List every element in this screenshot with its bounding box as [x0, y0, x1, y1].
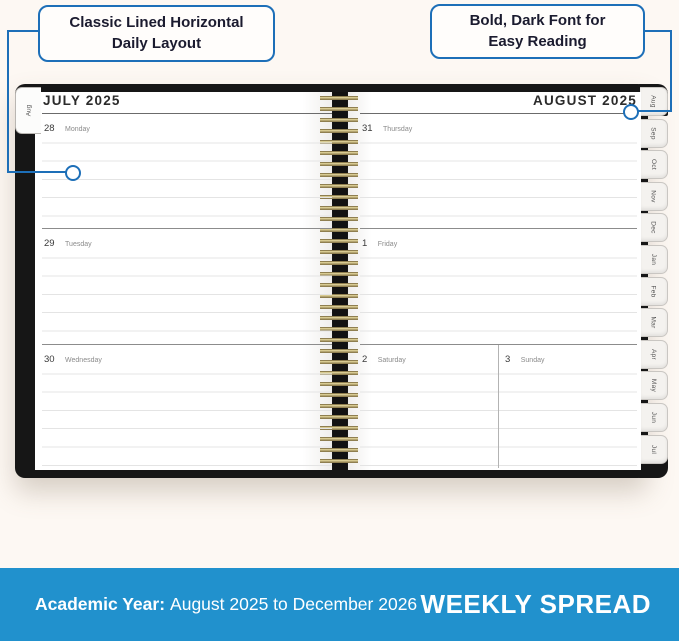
connector-dot: [623, 104, 639, 120]
month-tab-jul: Jul: [640, 434, 668, 464]
month-tab-sep: Sep: [640, 118, 668, 148]
ruled-lines: [360, 240, 637, 342]
connector-line: [7, 30, 9, 173]
day-section-friday: 1 Friday: [360, 228, 637, 344]
weekly-spread-text: WEEKLY SPREAD: [420, 589, 651, 619]
day-section-weekend: 2 Saturday 3 Sunday: [360, 344, 637, 468]
callout-lined-layout: Classic Lined Horizontal Daily Layout: [38, 5, 275, 62]
academic-year-text: Academic Year: August 2025 to December 20…: [35, 594, 418, 614]
ruled-lines: [360, 125, 637, 226]
ruled-lines: [42, 125, 332, 226]
connector-line: [645, 30, 672, 32]
month-header-july: JULY 2025: [43, 93, 121, 108]
ruled-lines: [42, 240, 332, 342]
bottom-banner: Academic Year: August 2025 to December 20…: [0, 568, 679, 641]
connector-line: [7, 171, 67, 173]
month-tab-nov: Nov: [640, 181, 668, 211]
month-tab-oct: Oct: [640, 150, 668, 180]
ruled-lines: [499, 356, 637, 466]
day-section-monday: 28 Monday: [42, 113, 332, 228]
connector-dot: [65, 165, 81, 181]
month-tab-dec: Dec: [640, 213, 668, 243]
month-header-august: AUGUST 2025: [533, 93, 637, 108]
day-section-tuesday: 29 Tuesday: [42, 228, 332, 344]
month-tab-feb: Feb: [640, 276, 668, 306]
connector-line: [637, 110, 672, 112]
month-tab-may: May: [640, 371, 668, 401]
connector-line: [670, 30, 672, 111]
day-section-thursday: 31 Thursday: [360, 113, 637, 228]
day-section-saturday: 2 Saturday: [360, 345, 498, 468]
month-tab-mar: Mar: [640, 308, 668, 338]
month-tab-jun: Jun: [640, 403, 668, 432]
month-tab-jan: Jan: [640, 245, 668, 274]
month-tab-aug-left: Aug: [15, 87, 41, 134]
day-section-wednesday: 30 Wednesday: [42, 344, 332, 470]
month-tab-apr: Apr: [640, 339, 668, 369]
ruled-lines: [42, 356, 332, 468]
day-section-sunday: 3 Sunday: [498, 345, 637, 468]
ruled-lines: [360, 356, 498, 466]
callout-bold-font: Bold, Dark Font for Easy Reading: [430, 4, 645, 59]
connector-line: [7, 30, 40, 32]
